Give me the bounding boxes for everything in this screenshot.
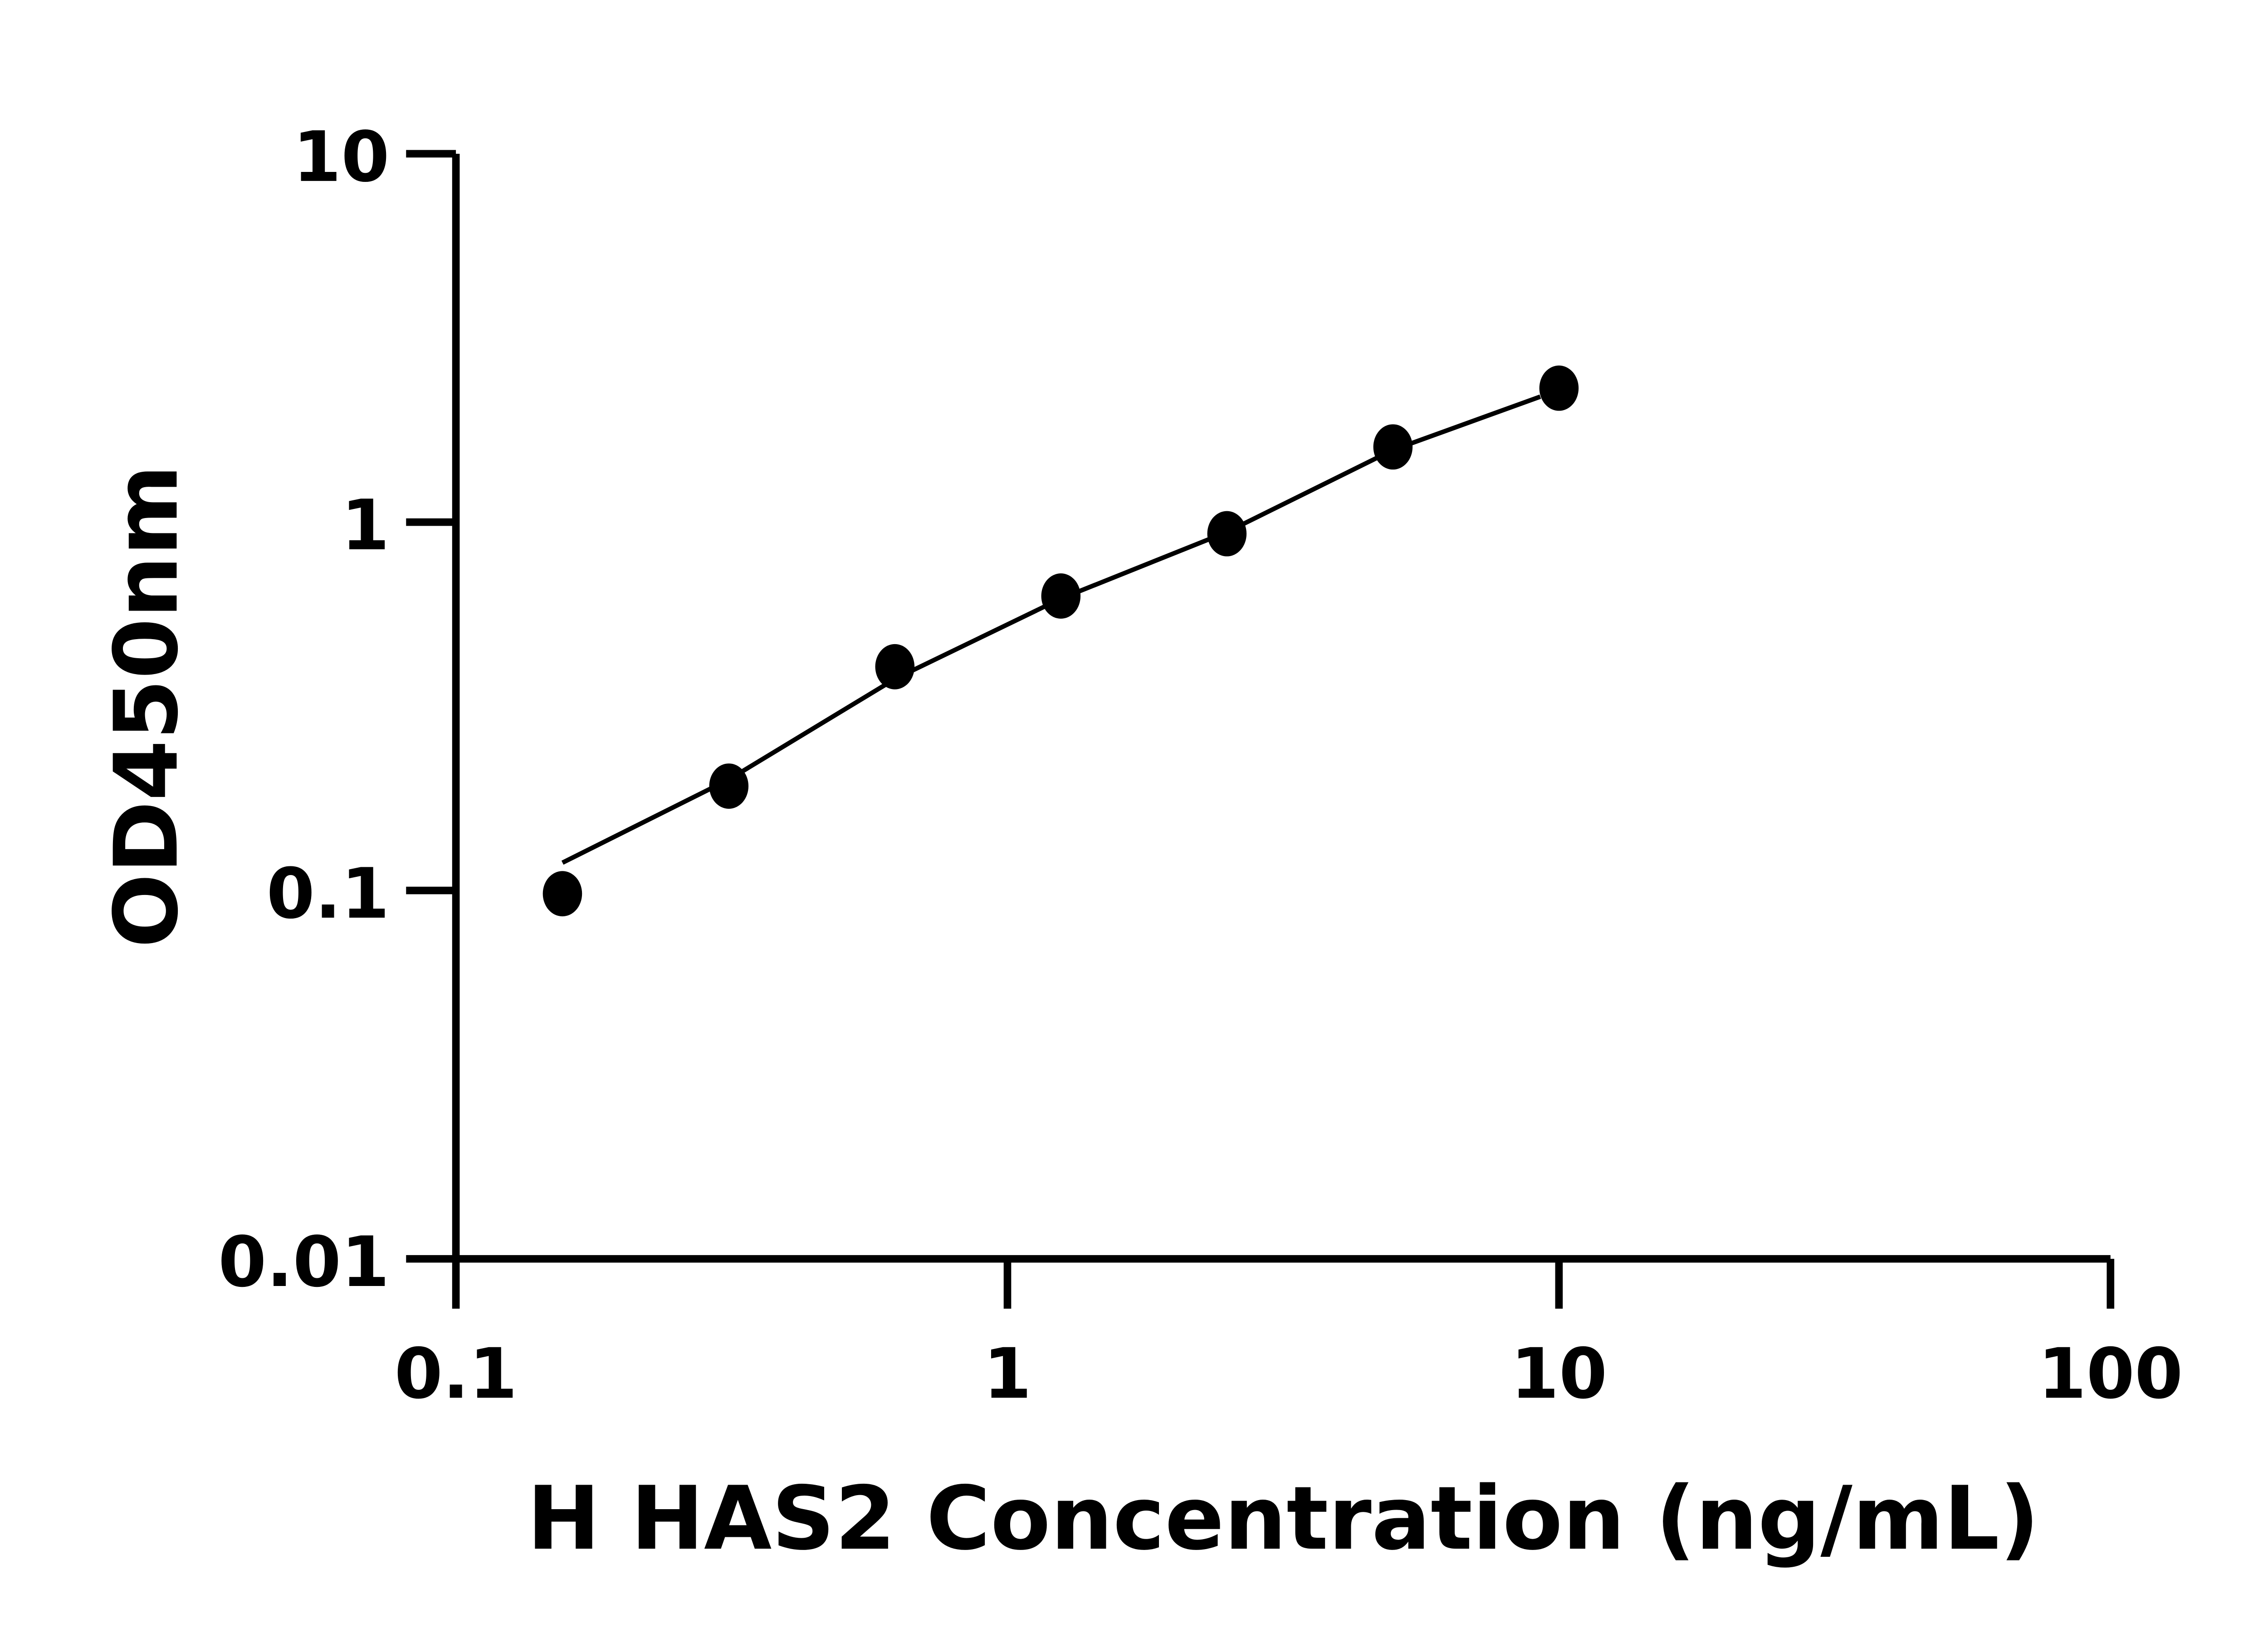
points-group <box>543 365 1579 917</box>
data-point <box>1207 511 1247 557</box>
x-tick-label: 100 <box>2038 1334 2183 1414</box>
x-tick-label: 1 <box>983 1334 1032 1414</box>
data-point <box>1041 573 1081 619</box>
y-tick-label: 10 <box>293 117 390 198</box>
data-point <box>1373 424 1413 470</box>
x-tick-label: 0.1 <box>395 1334 518 1414</box>
data-point <box>709 763 749 809</box>
x-axis-label: H HAS2 Concentration (ng/mL) <box>527 1467 2040 1569</box>
y-tick-label: 1 <box>341 485 390 566</box>
x-tick-label: 10 <box>1510 1334 1607 1414</box>
data-point <box>1539 365 1579 411</box>
y-tick-label: 0.01 <box>218 1222 390 1303</box>
y-tick-label: 0.1 <box>266 854 389 934</box>
data-point <box>543 871 582 917</box>
y-axis-label: OD450nm <box>95 464 197 948</box>
data-point <box>875 644 915 689</box>
